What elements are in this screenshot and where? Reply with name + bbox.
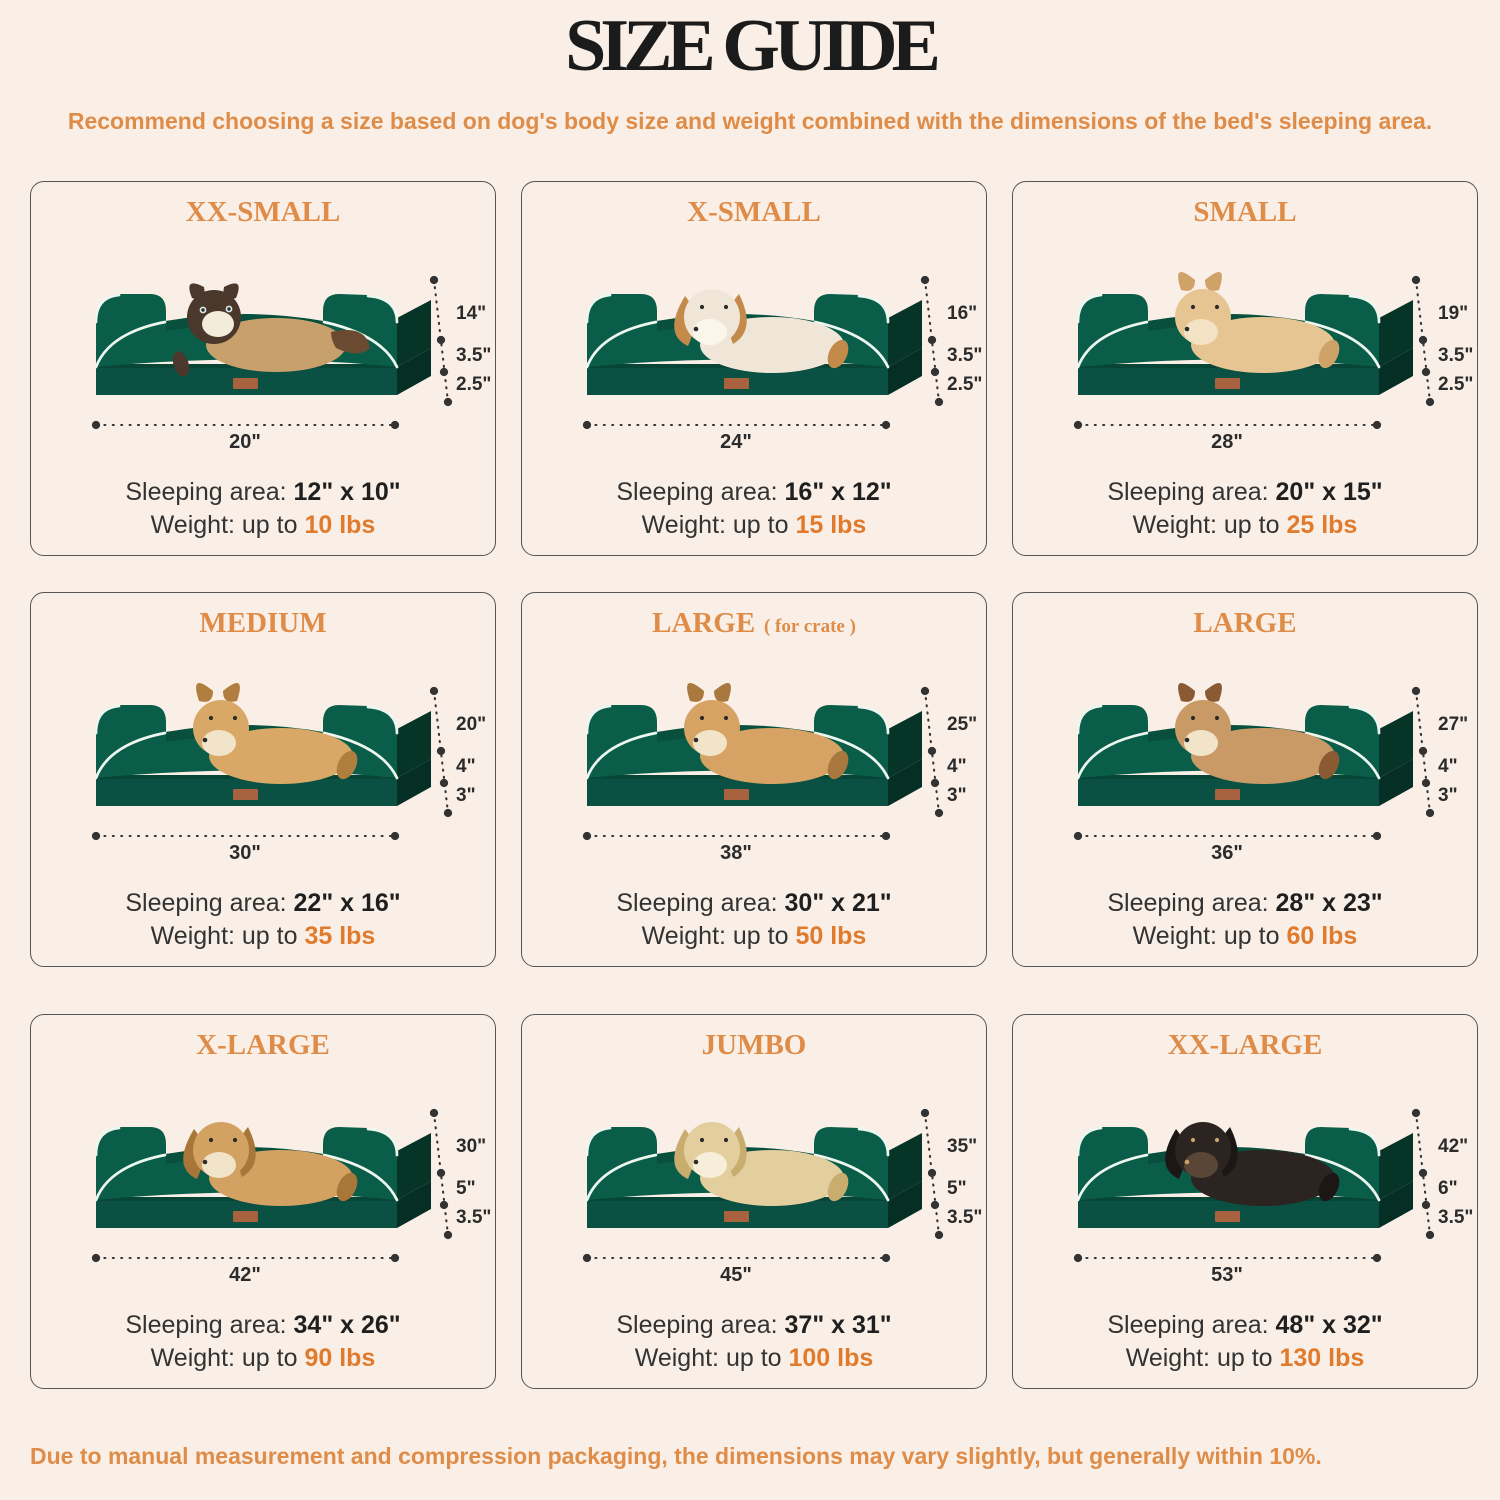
svg-text:4": 4" [1438,756,1458,777]
svg-text:19": 19" [1438,303,1468,324]
svg-text:3.5": 3.5" [1438,1207,1473,1228]
svg-text:2.5": 2.5" [947,374,982,395]
svg-text:53": 53" [1211,1264,1243,1286]
svg-text:30": 30" [229,842,261,864]
svg-text:3": 3" [947,785,967,806]
svg-text:5": 5" [947,1178,967,1199]
svg-text:3.5": 3.5" [947,1207,982,1228]
svg-text:30": 30" [456,1136,486,1157]
svg-text:36": 36" [1211,842,1243,864]
svg-text:3.5": 3.5" [947,345,982,366]
svg-text:2.5": 2.5" [456,374,491,395]
svg-text:45": 45" [720,1264,752,1286]
svg-text:20": 20" [229,431,261,453]
svg-text:28": 28" [1211,431,1243,453]
svg-text:27": 27" [1438,714,1468,735]
svg-text:4": 4" [456,756,476,777]
svg-text:25": 25" [947,714,977,735]
svg-text:4": 4" [947,756,967,777]
svg-text:24": 24" [720,431,752,453]
svg-text:16": 16" [947,303,977,324]
svg-text:20": 20" [456,714,486,735]
svg-text:5": 5" [456,1178,476,1199]
svg-text:3.5": 3.5" [456,1207,491,1228]
svg-text:14": 14" [456,303,486,324]
svg-text:6": 6" [1438,1178,1458,1199]
svg-text:3.5": 3.5" [1438,345,1473,366]
svg-text:3": 3" [1438,785,1458,806]
svg-text:42": 42" [1438,1136,1468,1157]
svg-text:3": 3" [456,785,476,806]
svg-text:3.5": 3.5" [456,345,491,366]
svg-text:38": 38" [720,842,752,864]
svg-text:2.5": 2.5" [1438,374,1473,395]
svg-text:42": 42" [229,1264,261,1286]
svg-text:35": 35" [947,1136,977,1157]
